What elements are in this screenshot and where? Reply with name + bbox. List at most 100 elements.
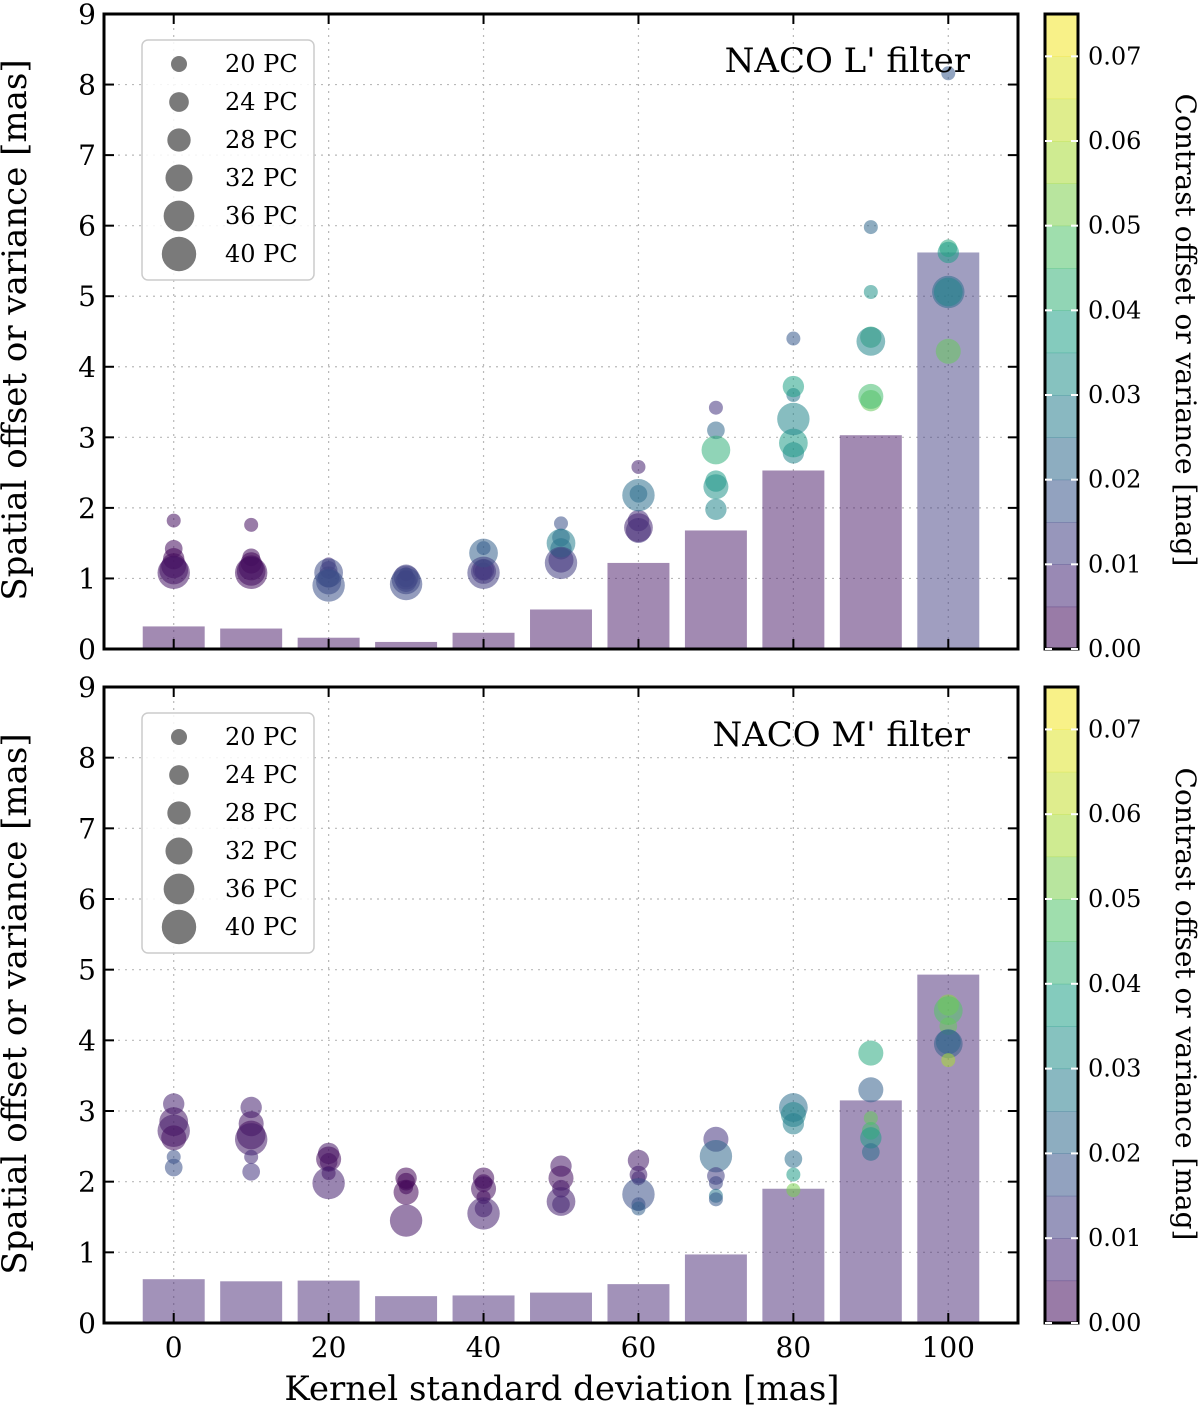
bottom-point-48 [784, 1150, 803, 1168]
bottom-panel-title: NACO M' filter [712, 715, 970, 755]
bottom-legend-marker-24 [169, 765, 189, 785]
bottom-point-42 [708, 1176, 723, 1191]
bottom-cb-tick-label-0.00: 0.00 [1088, 1309, 1141, 1337]
top-point-41 [622, 478, 655, 512]
bottom-panel-legend: 20 PC 24 PC 28 PC 32 PC 36 PC 40 PC [141, 712, 315, 954]
bottom-xtick-label-100: 100 [922, 1331, 975, 1364]
top-point-48 [786, 331, 801, 346]
top-panel-title: NACO L' filter [725, 41, 971, 81]
bottom-ytick-label-1: 1 [78, 1236, 96, 1269]
top-cb-tick-label-0.06: 0.06 [1088, 127, 1141, 155]
top-legend-label-28: 28 PC [225, 126, 298, 154]
bottom-point-5 [164, 1158, 183, 1177]
bottom-cb-tick-label-0.04: 0.04 [1088, 970, 1141, 998]
bottom-legend-label-36: 36 PC [225, 875, 298, 903]
bottom-colorbar-segment-6 [1045, 1026, 1078, 1070]
top-ytick-label-5: 5 [78, 280, 96, 313]
top-point-63 [935, 338, 961, 364]
bottom-colorbar-segment-14 [1045, 687, 1078, 730]
x-axis-label: Kernel standard deviation [mas] [284, 1369, 839, 1409]
top-colorbar-segment-13 [1045, 56, 1078, 100]
bottom-point-51 [858, 1040, 884, 1066]
bottom-colorbar-segment-4 [1045, 1111, 1078, 1154]
bottom-panel-colorbar-label: Contrast offset or variance [mag] [1169, 768, 1200, 1241]
bottom-cb-tick-label-0.01: 0.01 [1088, 1224, 1141, 1252]
top-legend-marker-24 [169, 92, 189, 112]
top-panel-points [157, 66, 965, 602]
top-panel-colorbar-label: Contrast offset or variance [mag] [1169, 94, 1200, 567]
bottom-ytick-label-2: 2 [78, 1166, 96, 1199]
top-colorbar-frame [1043, 12, 1080, 651]
bottom-panel-bars [142, 974, 980, 1323]
top-colorbar-segment-3 [1045, 479, 1078, 523]
bottom-colorbar-segment-13 [1045, 729, 1078, 773]
top-colorbar-segment-7 [1045, 310, 1078, 354]
bottom-point-11 [242, 1162, 261, 1181]
top-point-45 [705, 498, 727, 520]
bottom-point-61 [933, 1029, 963, 1059]
bottom-ytick-label-4: 4 [78, 1024, 96, 1057]
top-legend-label-40: 40 PC [225, 240, 298, 268]
top-legend-label-20: 20 PC [225, 50, 298, 78]
top-colorbar-segment-10 [1045, 183, 1078, 227]
bottom-bar-70 [684, 1254, 747, 1323]
top-bar-90 [839, 435, 902, 649]
bottom-panel-ticks: 0 1 2 3 4 5 6 7 8 9 0 20 40 60 80 100 [78, 671, 1018, 1364]
bottom-point-16 [312, 1166, 345, 1200]
bottom-point-33 [627, 1149, 650, 1172]
top-bar-50 [530, 609, 592, 649]
bottom-point-20 [393, 1179, 419, 1205]
top-colorbar-segment-0 [1045, 606, 1078, 650]
top-point-53 [777, 402, 810, 436]
bottom-point-40 [699, 1140, 733, 1173]
top-colorbar-segment-4 [1045, 437, 1078, 481]
bottom-panel-ylabel: Spatial offset or variance [mas] [0, 733, 35, 1274]
top-bar-100 [917, 252, 980, 649]
bottom-colorbar-frame [1043, 685, 1080, 1325]
top-cb-tick-label-0.04: 0.04 [1088, 296, 1141, 324]
bottom-legend-marker-36 [163, 873, 195, 905]
bottom-legend-marker-40 [161, 909, 197, 945]
top-point-54 [863, 220, 878, 235]
bottom-legend-label-28: 28 PC [225, 799, 298, 827]
top-bar-60 [607, 562, 670, 649]
top-ytick-label-2: 2 [78, 492, 96, 525]
bottom-panel: 0 1 2 3 4 5 6 7 8 9 0 20 40 60 80 100 NACO M' filter 20… [0, 671, 1200, 1364]
bottom-panel-colorbar: 0.00 0.01 0.02 0.03 0.04 0.05 0.06 0.07 [1043, 685, 1141, 1337]
top-legend-label-32: 32 PC [225, 164, 298, 192]
bottom-point-27 [467, 1197, 500, 1230]
top-legend-marker-36 [163, 200, 195, 232]
top-legend-marker-32 [165, 164, 193, 192]
top-bar-70 [684, 530, 747, 649]
top-point-40 [624, 513, 653, 543]
bottom-colorbar-segment-7 [1045, 983, 1078, 1027]
bottom-legend-label-20: 20 PC [225, 723, 298, 751]
top-panel-ylabel: Spatial offset or variance [mas] [0, 59, 35, 600]
top-panel-ticks: 0 1 2 3 4 5 6 7 8 9 [78, 0, 1018, 666]
bottom-xtick-label-0: 0 [165, 1331, 183, 1364]
bottom-point-55 [860, 1127, 882, 1149]
top-ytick-label-7: 7 [78, 139, 96, 172]
top-legend-marker-28 [167, 128, 191, 152]
top-cb-tick-label-0.03: 0.03 [1088, 381, 1141, 409]
top-point-46 [703, 474, 729, 500]
bottom-point-56 [861, 1143, 880, 1161]
top-bar-30 [375, 641, 438, 649]
bottom-colorbar-segment-2 [1045, 1195, 1078, 1239]
bottom-point-47 [782, 1113, 805, 1135]
bottom-cb-tick-label-0.05: 0.05 [1088, 885, 1141, 913]
top-ytick-label-9: 9 [78, 0, 96, 31]
bottom-ytick-label-6: 6 [78, 883, 96, 916]
top-cb-tick-label-0.01: 0.01 [1088, 550, 1141, 578]
top-point-29 [467, 556, 500, 589]
bottom-cb-tick-label-0.07: 0.07 [1088, 715, 1141, 743]
bottom-point-58 [933, 996, 963, 1026]
bottom-ytick-label-3: 3 [78, 1095, 96, 1128]
bottom-legend-label-32: 32 PC [225, 837, 298, 865]
bottom-colorbar-segment-1 [1045, 1238, 1078, 1282]
bottom-xtick-label-20: 20 [311, 1331, 347, 1364]
top-ytick-label-0: 0 [78, 633, 96, 666]
top-colorbar-segment-8 [1045, 268, 1078, 311]
bottom-colorbar-segment-10 [1045, 856, 1078, 900]
